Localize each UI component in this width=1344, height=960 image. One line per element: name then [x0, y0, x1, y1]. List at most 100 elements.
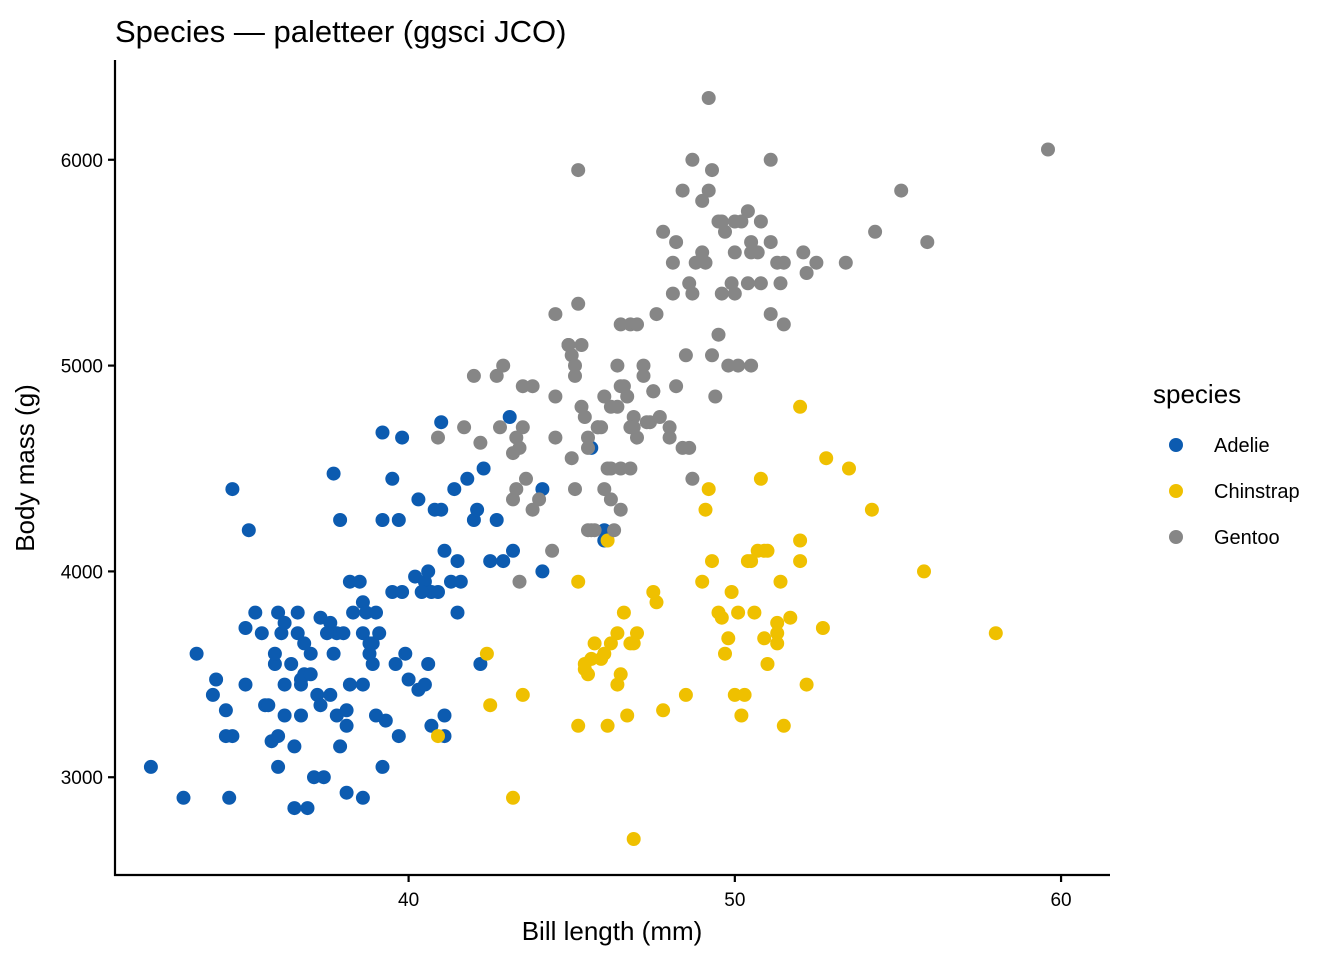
data-point-gentoo	[431, 430, 445, 445]
data-point-adelie	[238, 621, 253, 635]
data-point-adelie	[218, 703, 233, 718]
data-point-chinstrap	[610, 626, 625, 641]
data-point-adelie	[222, 790, 237, 805]
data-point-gentoo	[466, 368, 481, 383]
data-point-gentoo	[799, 266, 814, 280]
data-point-chinstrap	[597, 646, 612, 661]
data-point-chinstrap	[649, 595, 664, 610]
data-point-adelie	[300, 801, 315, 816]
data-point-adelie	[437, 543, 452, 558]
data-point-gentoo	[636, 368, 651, 383]
data-point-adelie	[496, 554, 511, 569]
data-point-gentoo	[525, 502, 540, 517]
data-point-gentoo	[587, 523, 602, 538]
data-point-chinstrap	[577, 657, 592, 671]
data-point-gentoo	[662, 430, 677, 445]
data-point-adelie	[254, 626, 269, 641]
data-point-adelie	[411, 492, 426, 507]
data-point-adelie	[391, 513, 406, 527]
data-point-gentoo	[665, 255, 680, 270]
data-point-gentoo	[571, 296, 586, 311]
data-point-gentoo	[838, 255, 853, 270]
data-point-adelie	[369, 605, 383, 620]
data-point-adelie	[241, 523, 256, 538]
y-axis-title: Body mass (g)	[10, 384, 40, 552]
data-point-adelie	[339, 703, 354, 718]
data-point-adelie	[476, 461, 491, 476]
data-point-adelie	[339, 718, 354, 733]
x-tick-label: 50	[724, 890, 745, 911]
data-point-gentoo	[489, 368, 504, 383]
data-point-adelie	[297, 636, 312, 651]
data-point-adelie	[225, 482, 240, 497]
data-point-gentoo	[701, 91, 716, 105]
data-point-adelie	[365, 657, 380, 671]
data-point-chinstrap	[864, 502, 879, 517]
data-point-adelie	[320, 626, 334, 641]
x-tick-label: 60	[1050, 890, 1071, 911]
data-point-adelie	[535, 564, 550, 579]
data-point-gentoo	[636, 358, 651, 373]
x-tick-label: 40	[398, 890, 419, 911]
data-point-adelie	[271, 759, 286, 774]
data-point-adelie	[385, 471, 400, 486]
data-point-adelie	[352, 574, 367, 589]
x-axis-title: Bill length (mm)	[522, 916, 703, 946]
data-point-chinstrap	[776, 718, 791, 733]
data-point-gentoo	[545, 543, 560, 558]
data-point-gentoo	[705, 163, 719, 178]
data-point-chinstrap	[698, 502, 713, 517]
data-point-adelie	[355, 677, 370, 692]
data-point-chinstrap	[600, 533, 615, 548]
data-point-adelie	[421, 564, 436, 579]
data-point-chinstrap	[483, 698, 498, 713]
data-point-gentoo	[669, 235, 684, 250]
data-point-adelie	[460, 471, 475, 486]
y-axis-ticks: 3000 4000 5000 6000	[61, 151, 115, 789]
data-point-adelie	[453, 574, 468, 589]
data-point-adelie	[450, 554, 465, 569]
data-point-adelie	[355, 790, 370, 805]
data-point-adelie	[284, 657, 299, 671]
legend-key-chinstrap	[1169, 484, 1183, 498]
data-point-gentoo	[656, 224, 671, 239]
data-point-chinstrap	[616, 605, 631, 620]
y-tick-label: 4000	[61, 562, 103, 583]
data-point-gentoo	[603, 492, 618, 507]
data-point-chinstrap	[760, 657, 775, 671]
data-point-gentoo	[525, 379, 540, 394]
data-point-adelie	[362, 636, 377, 651]
data-point-gentoo	[688, 255, 703, 270]
data-point-gentoo	[519, 471, 533, 486]
data-point-gentoo	[763, 307, 778, 322]
data-point-gentoo	[727, 286, 742, 301]
data-point-gentoo	[744, 235, 759, 250]
data-point-adelie	[502, 410, 517, 424]
data-point-gentoo	[597, 482, 612, 497]
data-point-adelie	[434, 415, 449, 430]
data-point-adelie	[287, 801, 302, 816]
data-point-chinstrap	[727, 687, 742, 702]
data-point-chinstrap	[724, 585, 739, 599]
data-point-chinstrap	[600, 718, 615, 733]
data-point-chinstrap	[753, 471, 768, 486]
data-point-gentoo	[457, 420, 472, 435]
data-point-adelie	[238, 677, 253, 692]
y-tick-label: 5000	[61, 357, 103, 378]
data-point-chinstrap	[721, 631, 736, 646]
data-point-chinstrap	[815, 621, 830, 635]
data-point-adelie	[326, 646, 341, 661]
data-point-gentoo	[705, 348, 719, 363]
data-point-chinstrap	[988, 626, 1003, 641]
data-point-adelie	[261, 698, 276, 713]
data-point-adelie	[336, 626, 351, 641]
data-point-gentoo	[773, 276, 788, 291]
data-point-gentoo	[613, 379, 628, 394]
points-layer	[143, 91, 1055, 846]
data-point-adelie	[447, 482, 462, 497]
series-adelie	[143, 410, 612, 816]
data-point-chinstrap	[737, 687, 752, 702]
data-point-adelie	[307, 770, 321, 785]
data-point-adelie	[395, 430, 410, 445]
data-point-adelie	[424, 718, 439, 733]
